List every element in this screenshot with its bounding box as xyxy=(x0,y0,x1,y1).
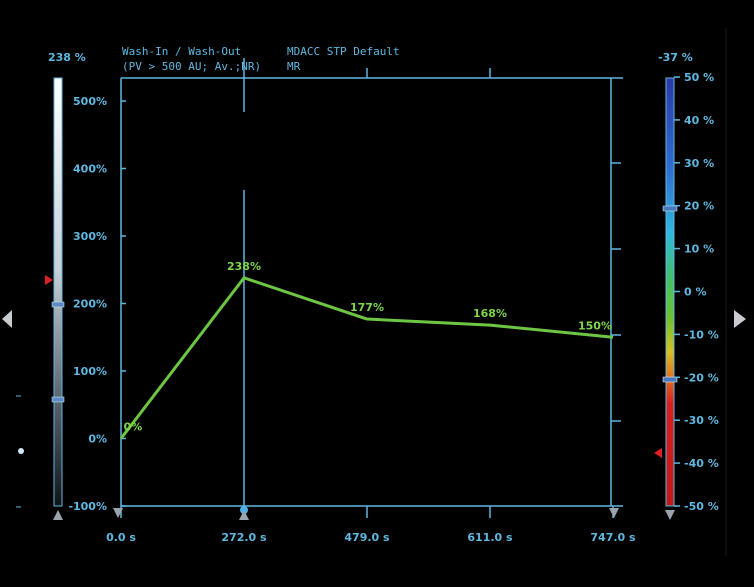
right-scale-top-value: -37 % xyxy=(658,51,693,64)
y-tick-label: 300% xyxy=(73,230,107,243)
color-lower-handle[interactable] xyxy=(662,376,678,383)
x-end-arrow xyxy=(609,508,619,518)
left-level-marker[interactable] xyxy=(45,275,53,285)
color-scale-tick-label: 20 % xyxy=(684,200,714,213)
data-label: 150% xyxy=(578,319,612,332)
color-scale-tick-label: 40 % xyxy=(684,114,714,127)
mode-title: Wash-In / Wash-Out xyxy=(122,45,241,58)
data-label: 177% xyxy=(350,301,384,314)
color-upper-handle[interactable] xyxy=(662,205,678,212)
x-tick-label: 272.0 s xyxy=(221,531,267,544)
x-tick-label: 611.0 s xyxy=(467,531,513,544)
cursor-arrow xyxy=(239,510,249,520)
color-scale-ticks: 50 % 40 % 30 % 20 % 10 % 0 % -10 % -20 % -30 % -4… xyxy=(674,71,719,513)
grayscale-bar xyxy=(53,77,63,507)
protocol-subtitle: MR xyxy=(287,60,301,73)
y-tick-label: 500% xyxy=(73,95,107,108)
color-scale-tick-label: 0 % xyxy=(684,286,707,299)
left-edge-dot xyxy=(18,448,24,454)
left-scale-top-value: 238 % xyxy=(48,51,86,64)
color-scale-bar xyxy=(665,77,675,507)
y-tick-label: 200% xyxy=(73,298,107,311)
grayscale-upper-handle[interactable] xyxy=(51,301,65,308)
y-tick-label: 100% xyxy=(73,365,107,378)
color-scale-tick-label: 50 % xyxy=(684,71,714,84)
right-scale-bottom-arrow[interactable] xyxy=(665,510,675,520)
y-tick-label: -100% xyxy=(68,500,107,513)
x-tick-label: 479.0 s xyxy=(344,531,390,544)
data-label: 168% xyxy=(473,307,507,320)
protocol-title: MDACC STP Default xyxy=(287,45,400,58)
color-scale-tick-label: -50 % xyxy=(684,500,719,513)
y-tick-label: 400% xyxy=(73,163,107,176)
x-tick-label: 747.0 s xyxy=(590,531,636,544)
series-line xyxy=(119,276,614,440)
left-scale-bottom-arrow[interactable] xyxy=(53,510,63,520)
y-tick-label: 0% xyxy=(88,433,107,446)
previous-arrow-icon[interactable] xyxy=(2,310,12,328)
right-level-marker[interactable] xyxy=(654,448,662,458)
data-label: 238% xyxy=(227,260,261,273)
grayscale-lower-handle[interactable] xyxy=(51,396,65,403)
color-scale-tick-label: -20 % xyxy=(684,371,719,384)
mode-subtitle: (PV > 500 AU; Av.;NR) xyxy=(122,60,261,73)
color-scale-tick-label: 30 % xyxy=(684,157,714,170)
color-scale-tick-label: -10 % xyxy=(684,328,719,341)
next-arrow-icon[interactable] xyxy=(734,310,746,328)
x-start-arrow xyxy=(113,508,123,518)
data-label: 0% xyxy=(124,421,143,434)
x-tick-label: 0.0 s xyxy=(106,531,136,544)
color-scale-tick-label: -40 % xyxy=(684,457,719,470)
color-scale-tick-label: -30 % xyxy=(684,414,719,427)
color-scale-tick-label: 10 % xyxy=(684,243,714,256)
plot-area: 500% 400% 300% 200% 100% 0% -100% 0.0 s 272.0 s 4… xyxy=(68,58,636,544)
